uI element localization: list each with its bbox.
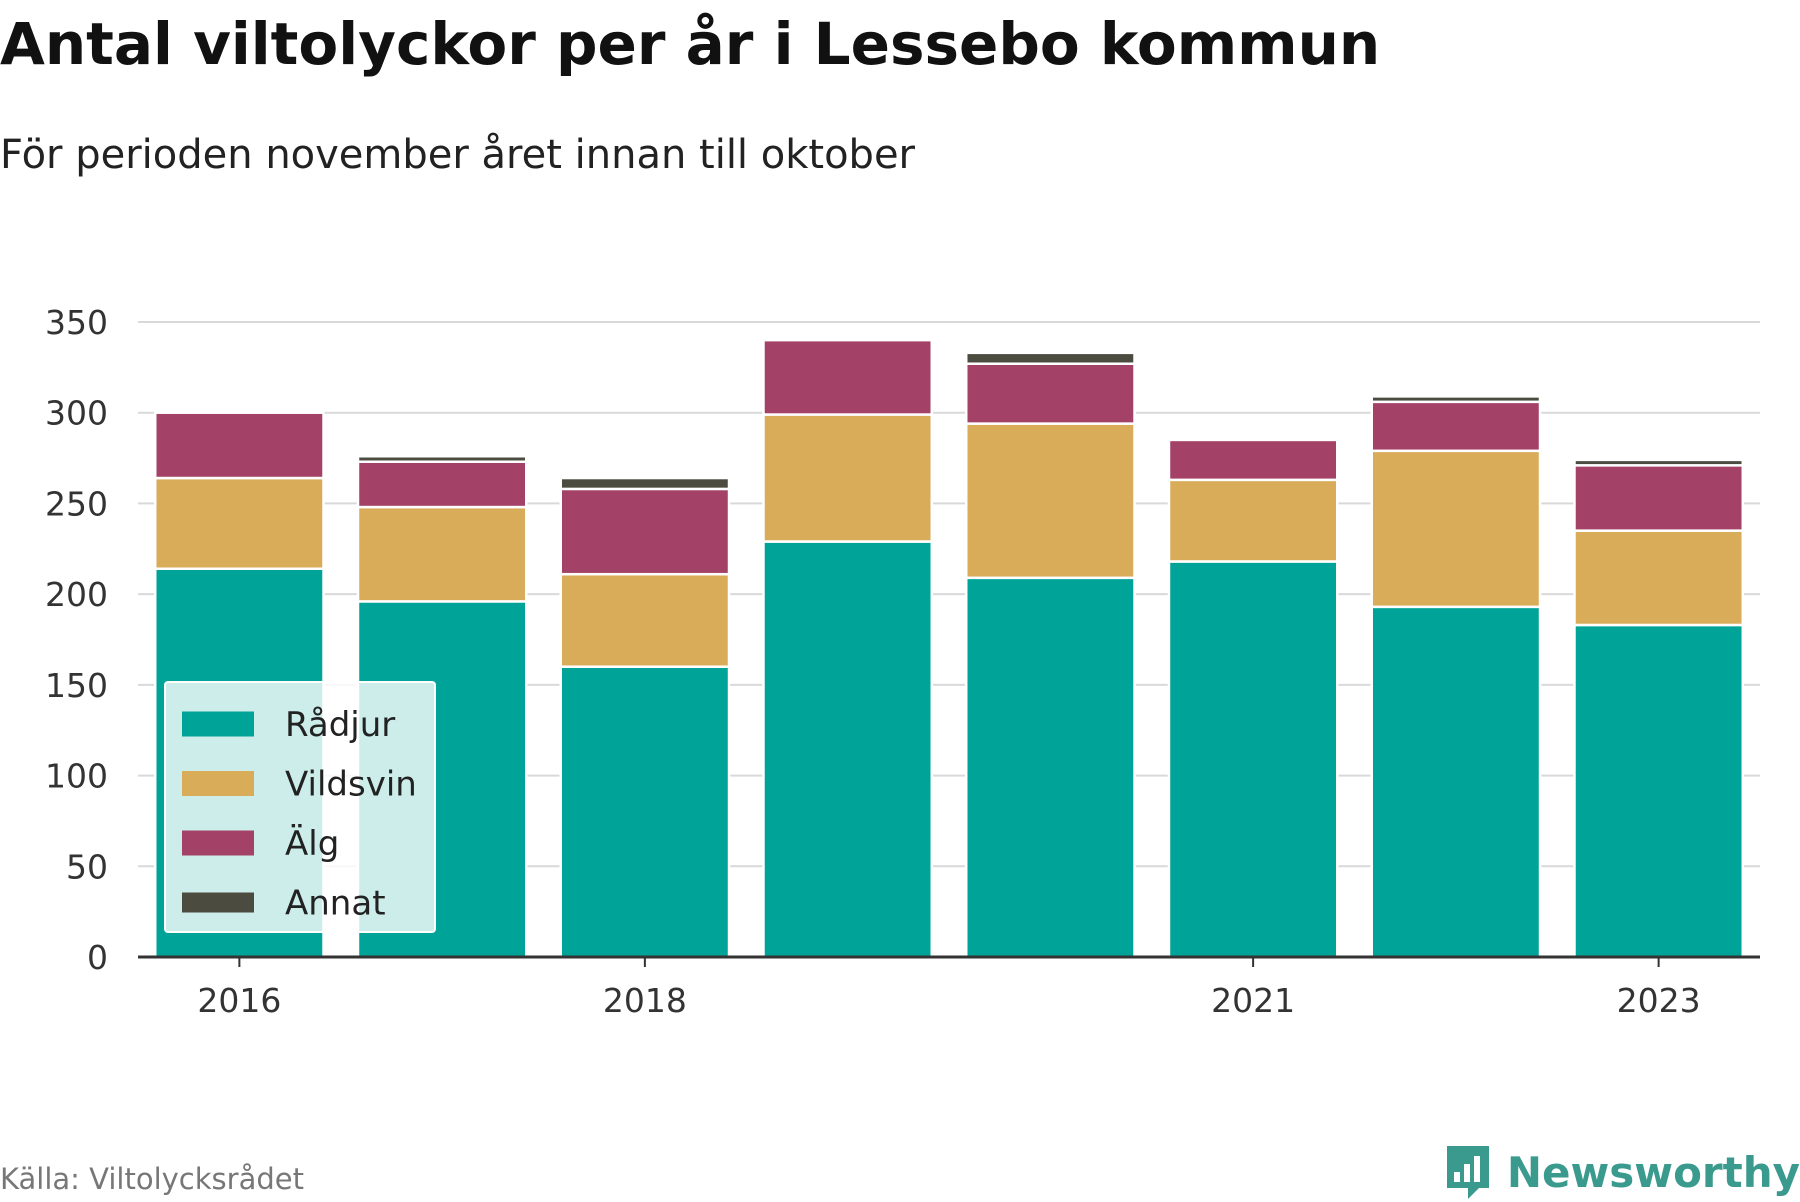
bar-segment [559,476,731,491]
bar-segment [153,476,325,570]
bar-segment [964,351,1136,365]
bar-segment [1167,560,1339,959]
legend-label: Vildsvin [285,765,417,805]
y-tick-label: 200 [45,575,108,614]
legend-label: Älg [285,824,339,864]
source-note: Källa: Viltolycksrådet [0,1162,304,1196]
bar-segment [153,411,325,480]
legend-swatch [182,892,254,913]
legend-box [164,681,436,933]
legend: Rådjur Vildsvin Älg Annat [164,681,436,933]
x-axis: 2016 2018 2021 2023 [138,955,1760,1020]
bar-segment [762,338,934,416]
y-tick-label: 350 [45,303,108,342]
bar-segment [1370,400,1542,453]
y-axis-tick-labels: 0 50 100 150 200 250 300 350 [45,303,108,977]
bar-segment [1573,529,1745,627]
bar-segment [964,576,1136,959]
bar-segment [559,572,731,668]
bar-segment [1167,478,1339,563]
legend-swatch [182,711,254,737]
legend-swatch [182,771,254,796]
y-tick-label: 250 [45,484,108,523]
bar-segment [356,460,528,509]
bar-segment [1167,438,1339,482]
legend-swatch [182,830,254,856]
y-tick-label: 300 [45,394,108,433]
bar-segment [356,505,528,603]
brand-logo[interactable]: Newsworthy [1443,1142,1800,1202]
bar-segment [559,665,731,959]
bar-segment [1370,395,1542,404]
x-tick-label: 2023 [1617,981,1701,1020]
brand-name: Newsworthy [1506,1147,1800,1197]
x-tick-label: 2016 [197,981,281,1020]
bar-segment [1370,605,1542,959]
bar-segment [559,487,731,576]
bar-segment [964,422,1136,580]
bar-segment [762,413,934,543]
chart-title: Antal viltolyckor per år i Lessebo kommu… [0,10,1381,78]
x-tick-label: 2018 [603,981,687,1020]
bar-segment [356,455,528,463]
legend-label: Rådjur [285,705,395,745]
y-tick-label: 150 [45,666,108,705]
y-tick-label: 0 [87,938,108,977]
legend-label: Annat [285,884,386,924]
bar-segment [964,362,1136,425]
bar-segment [1370,449,1542,609]
y-tick-label: 100 [45,757,108,796]
bar-segment [1573,623,1745,959]
bar-segment [1573,464,1745,532]
newsworthy-logo-icon [1446,1146,1489,1199]
y-tick-label: 50 [66,847,108,886]
bar-segment [1573,458,1745,467]
bar-segment [762,540,934,959]
chart-subtitle: För perioden november året innan till ok… [0,132,915,178]
x-tick-label: 2021 [1211,981,1295,1020]
